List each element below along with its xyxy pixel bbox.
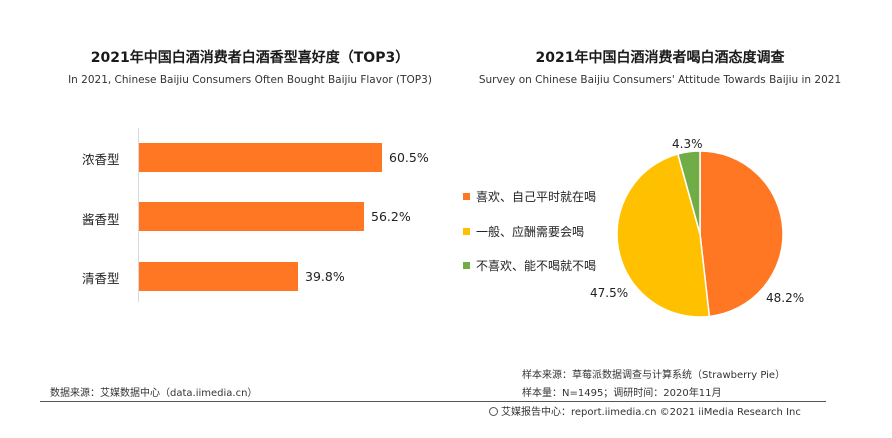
legend-swatch-yellow (463, 228, 470, 235)
pie-chart (616, 150, 784, 318)
bar-sauce-aroma (139, 202, 364, 231)
report-center-text: 艾媒报告中心：report.iimedia.cn ©2021 iiMedia R… (501, 407, 801, 418)
pie-slice-dislike (676, 150, 701, 235)
bar-value-label: 56.2% (371, 209, 411, 224)
report-center: 艾媒报告中心：report.iimedia.cn ©2021 iiMedia R… (489, 403, 801, 418)
pie-label-neutral: 47.5% (590, 286, 629, 300)
bar-light-aroma (139, 262, 298, 291)
legend-label: 一般、应酬需要会喝 (476, 225, 585, 239)
iimedia-logo-icon (489, 407, 498, 416)
footer-divider (40, 401, 826, 402)
legend-item-neutral: 一般、应酬需要会喝 (463, 223, 584, 240)
pie-slice-like (699, 150, 784, 318)
right-chart-title: 2021年中国白酒消费者喝白酒态度调查 (535, 50, 785, 66)
pie-slice-neutral (616, 153, 711, 318)
left-chart-title: 2021年中国白酒消费者白酒香型喜好度（TOP3） (90, 50, 410, 66)
pie-label-like: 48.2% (766, 291, 805, 305)
bar-category-label: 浓香型 (82, 152, 120, 167)
bar-category-label: 清香型 (82, 271, 120, 286)
legend-item-dislike: 不喜欢、能不喝就不喝 (463, 257, 596, 274)
sample-source: 样本来源：草莓派数据调查与计算系统（Strawberry Pie） (522, 370, 786, 381)
left-chart-axis (138, 128, 139, 302)
sample-size: 样本量：N=1495；调研时间：2020年11月 (522, 388, 722, 399)
pie-label-dislike: 4.3% (672, 137, 703, 151)
legend-swatch-orange (463, 193, 470, 200)
legend-item-like: 喜欢、自己平时就在喝 (463, 188, 596, 205)
legend-label: 不喜欢、能不喝就不喝 (476, 259, 597, 273)
right-chart-subtitle: Survey on Chinese Baijiu Consumers' Atti… (478, 74, 842, 86)
legend-swatch-green (463, 262, 470, 269)
bar-value-label: 60.5% (389, 150, 429, 165)
bar-strong-aroma (139, 143, 382, 172)
legend-label: 喜欢、自己平时就在喝 (476, 190, 597, 204)
bar-value-label: 39.8% (305, 269, 345, 284)
data-source: 数据来源：艾媒数据中心（data.iimedia.cn） (50, 388, 258, 399)
left-chart-subtitle: In 2021, Chinese Baijiu Consumers Often … (68, 74, 432, 86)
bar-category-label: 酱香型 (82, 212, 120, 227)
